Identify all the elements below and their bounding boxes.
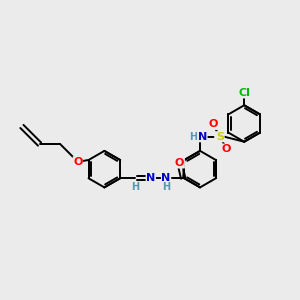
Text: O: O — [73, 157, 83, 167]
Text: O: O — [208, 119, 218, 129]
Text: O: O — [175, 158, 184, 168]
Text: N: N — [161, 173, 171, 183]
Text: N: N — [198, 132, 207, 142]
Text: S: S — [216, 132, 224, 142]
Text: H: H — [131, 182, 140, 191]
Text: H: H — [190, 132, 198, 142]
Text: N: N — [146, 173, 155, 183]
Text: Cl: Cl — [238, 88, 250, 98]
Text: H: H — [162, 182, 170, 191]
Text: O: O — [222, 144, 231, 154]
